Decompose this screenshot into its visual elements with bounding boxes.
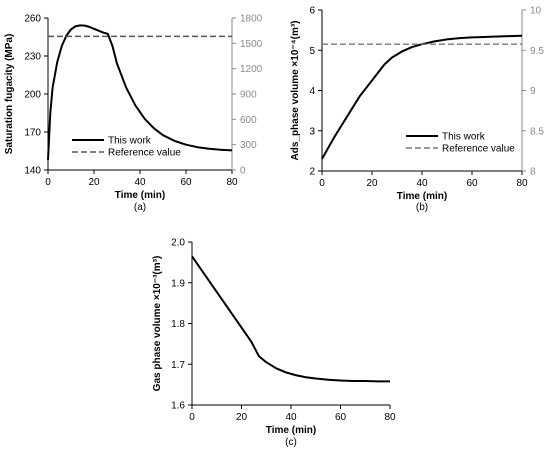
panel-a-y-axis-title: Saturation fugacity (MPa) [4,34,15,155]
panel-a-y-tick-label: 230 [24,52,41,63]
panel-c-y-tick-label: 1.7 [171,360,185,371]
panel-b-x-axis-title: Time (min) [397,191,447,202]
panel-a-y2-tick-label: 1200 [240,64,263,75]
panel-a-y2-tick-label: 0 [240,166,246,177]
panel-c-label: (c) [285,437,297,448]
panel-a-x-axis-title: Time (min) [115,190,165,201]
panel-a-x-tick-label: 0 [45,177,51,188]
panel-a-y-tick-label: 140 [24,166,41,177]
panel-a-label: (a) [134,202,146,213]
panel-b-label: (b) [416,202,428,213]
panel-c-x-axis-title: Time (min) [266,425,316,436]
panel-a-y-tick-label: 260 [24,14,41,25]
panel-b-y2-tick-label: 9.5 [530,46,544,57]
panel-b-y-tick-label: 2 [309,167,315,178]
panel-c-x-tick-label: 60 [335,412,347,423]
panel-a-y2-tick-label: 600 [240,115,257,126]
panel-a-y-tick-label: 200 [24,90,41,101]
panel-b-x-tick-label: 40 [416,178,428,189]
panel-c-x-tick-label: 40 [285,412,297,423]
panel-b-series-this-work [321,34,523,160]
panel-c-y-axis-title: Gas phase volume ×10⁻³(m³) [152,256,163,392]
panel-c-y-tick-label: 1.6 [171,401,185,412]
panel-a-legend-label: Reference value [108,148,181,159]
panel-a-y2-tick-label: 900 [240,90,257,101]
panel-a-x-tick-label: 60 [180,177,192,188]
panel-c-x-tick-label: 80 [384,412,396,423]
panel-b-y-tick-label: 5 [309,46,315,57]
panel-a-y2-tick-label: 1500 [240,39,263,50]
panel-a-series-this-work [47,24,233,160]
panel-b-y-tick-label: 4 [309,86,315,97]
panel-b-y2-tick-label: 10 [530,6,542,17]
panel-c-series-line [191,255,390,383]
panel-a-x-tick-label: 20 [88,177,100,188]
panel-b-legend-label: Reference value [442,144,515,155]
panel-c-y-tick-label: 2.0 [171,238,185,249]
panel-c-y-tick-label: 1.8 [171,319,185,330]
panel-c-x-tick-label: 20 [236,412,248,423]
panel-b-y-tick-label: 6 [309,6,315,17]
panel-a-legend-label: This work [108,136,152,147]
panel-b-y-tick-label: 3 [309,126,315,137]
panel-b-y2-tick-label: 8 [530,167,536,178]
panel-a-y2-tick-label: 1800 [240,14,263,25]
panel-c-x-tick-label: 0 [189,412,195,423]
panel-a-x-tick-label: 80 [226,177,238,188]
panel-a-y2-tick-label: 300 [240,140,257,151]
panel-b-x-tick-label: 20 [366,178,378,189]
panel-a-y-tick-label: 170 [24,128,41,139]
panel-b-y2-tick-label: 8.5 [530,126,544,137]
panel-b-x-tick-label: 0 [319,178,325,189]
panel-b-y2-tick-label: 9 [530,86,536,97]
panel-b-legend-label: This work [442,132,486,143]
panel-b-x-tick-label: 60 [466,178,478,189]
panel-b-y-axis-title: Ads_phase volume ×10⁻⁴(m³) [290,21,301,161]
panel-c-y-tick-label: 1.9 [171,278,185,289]
panel-a-x-tick-label: 40 [134,177,146,188]
panel-b-x-tick-label: 80 [516,178,528,189]
